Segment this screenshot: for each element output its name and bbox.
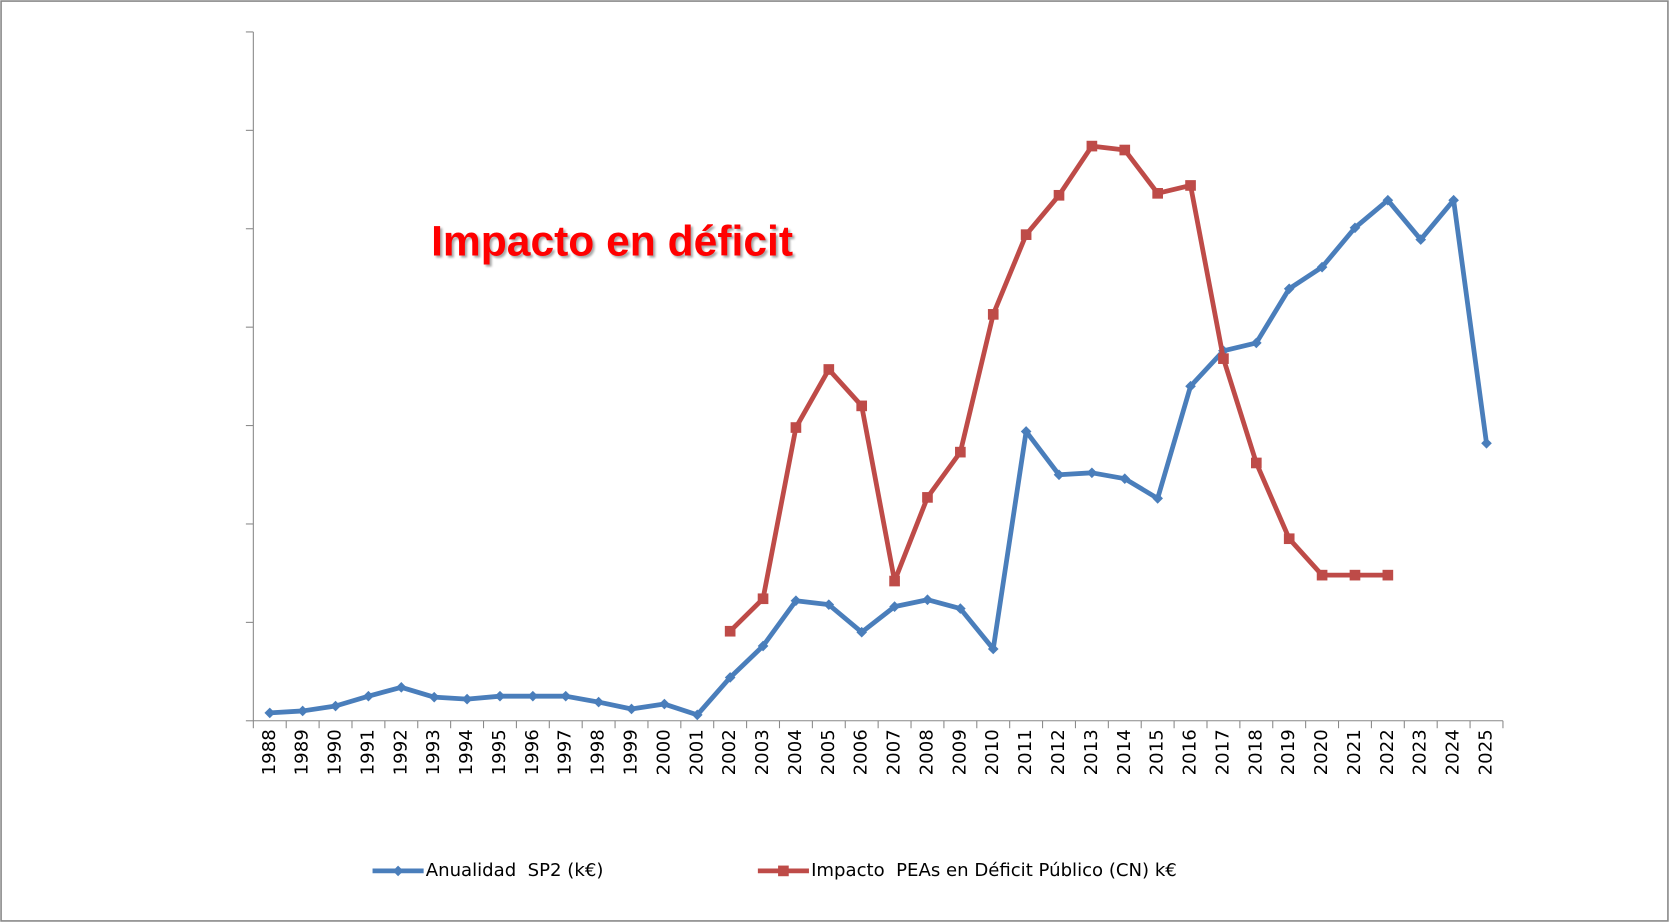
x-tick-label: 2002 [719, 729, 740, 775]
marker [1349, 222, 1361, 234]
marker [1316, 569, 1328, 581]
x-tick-label: 2000 [653, 729, 674, 775]
marker [1086, 467, 1098, 479]
annotation: Impacto en déficit [431, 218, 793, 266]
marker [790, 595, 802, 607]
marker [724, 672, 736, 683]
x-tick-label: 2001 [686, 729, 707, 775]
marker [461, 693, 473, 705]
x-tick-label: 2006 [851, 729, 872, 775]
x-tick-label: 1995 [489, 729, 510, 775]
x-tick-label: 2013 [1081, 729, 1102, 775]
x-tick-label: 1996 [522, 729, 543, 775]
x-tick-label: 2011 [1015, 729, 1036, 775]
marker [856, 400, 868, 412]
x-tick-label: 1993 [423, 729, 444, 775]
marker [778, 865, 789, 877]
x-tick-label: 2009 [949, 729, 970, 775]
x-tick-label: 2018 [1245, 729, 1266, 775]
x-tick-label: 2004 [785, 729, 806, 775]
marker [1152, 188, 1163, 199]
marker [494, 690, 506, 702]
marker [1250, 457, 1262, 469]
marker [757, 593, 769, 605]
x-tick-label: 1997 [555, 729, 576, 775]
marker [1053, 189, 1065, 201]
marker [1020, 229, 1032, 240]
series-line [269, 197, 1489, 718]
x-tick-label: 1992 [390, 729, 411, 775]
x-tick-label: 2017 [1212, 729, 1233, 775]
marker [1119, 144, 1131, 156]
legend-label: Impacto PEAs en Déficit Público (CN) k€ [811, 860, 1177, 881]
marker [428, 691, 440, 703]
marker [889, 601, 900, 612]
marker [626, 703, 637, 715]
marker [1250, 337, 1262, 349]
marker [823, 364, 835, 375]
x-tick-label: 2016 [1180, 729, 1201, 775]
x-tick-label: 1998 [588, 729, 609, 775]
marker [987, 309, 999, 320]
marker [889, 575, 900, 587]
x-tick-label: 2003 [752, 729, 773, 775]
marker [1415, 234, 1427, 245]
marker [691, 709, 703, 721]
marker [1448, 194, 1459, 206]
marker [1086, 140, 1098, 152]
marker [1382, 569, 1394, 581]
x-tick-label: 1988 [259, 729, 280, 775]
marker [1283, 533, 1295, 545]
x-tick-label: 2010 [982, 729, 1003, 775]
marker [922, 492, 933, 503]
x-tick-label: 1999 [621, 729, 642, 775]
x-tick-label: 2007 [884, 729, 905, 775]
x-tick-label: 2015 [1147, 729, 1168, 775]
x-tick-label: 2012 [1048, 729, 1069, 775]
x-tick-label: 2005 [818, 729, 839, 775]
x-tick-label: 2019 [1278, 729, 1299, 775]
marker [330, 700, 341, 712]
legend-label: Anualidad SP2 (k€) [426, 860, 604, 881]
marker [724, 625, 736, 637]
x-tick-label: 2022 [1377, 729, 1398, 775]
marker [363, 690, 374, 702]
x-tick-label: 2025 [1476, 729, 1497, 775]
x-tick-label: 2020 [1311, 729, 1332, 775]
marker [1349, 569, 1361, 581]
marker [593, 696, 604, 708]
x-tick-label: 2023 [1410, 729, 1431, 775]
x-tick-label: 1994 [456, 729, 477, 775]
marker [1218, 353, 1229, 364]
x-tick-label: 1991 [357, 729, 378, 775]
x-tick-label: 1989 [292, 729, 313, 775]
marker [395, 681, 407, 693]
x-tick-label: 2021 [1344, 729, 1365, 775]
marker [1185, 180, 1196, 191]
x-tick-label: 1990 [325, 729, 346, 775]
marker [297, 705, 308, 717]
x-tick-label: 2008 [916, 729, 937, 775]
marker [757, 640, 769, 652]
marker [790, 422, 802, 433]
marker [392, 865, 404, 877]
x-tick-label: 2014 [1114, 729, 1135, 775]
marker [955, 446, 966, 458]
marker [987, 643, 999, 655]
x-tick-label: 2024 [1443, 729, 1464, 775]
